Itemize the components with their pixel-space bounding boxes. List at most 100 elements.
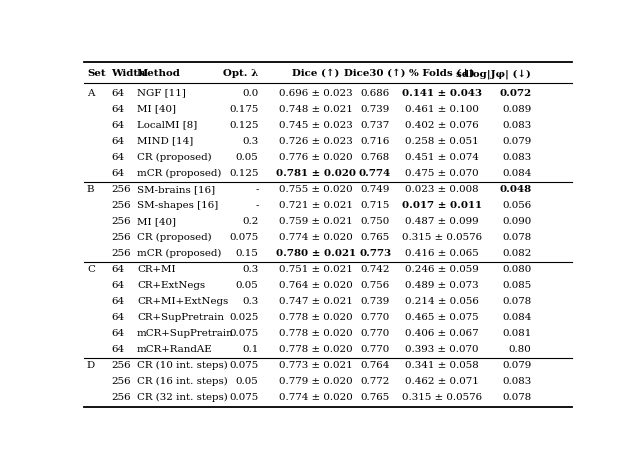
Text: CR (proposed): CR (proposed) xyxy=(137,233,212,242)
Text: 0.05: 0.05 xyxy=(236,377,259,386)
Text: sdlog|Jφ| (↓): sdlog|Jφ| (↓) xyxy=(456,69,531,79)
Text: 0.748 ± 0.021: 0.748 ± 0.021 xyxy=(278,105,353,114)
Text: 0.749: 0.749 xyxy=(360,185,390,194)
Text: 0.056: 0.056 xyxy=(502,201,531,210)
Text: Dice (↑): Dice (↑) xyxy=(292,69,339,78)
Text: -: - xyxy=(255,185,259,194)
Text: 0.475 ± 0.070: 0.475 ± 0.070 xyxy=(405,169,479,178)
Text: 0.15: 0.15 xyxy=(236,249,259,258)
Text: A: A xyxy=(87,88,94,98)
Text: Opt. λ: Opt. λ xyxy=(223,69,259,78)
Text: CR (10 int. steps): CR (10 int. steps) xyxy=(137,361,228,370)
Text: 0.774: 0.774 xyxy=(359,169,391,178)
Text: 0.776 ± 0.020: 0.776 ± 0.020 xyxy=(279,153,353,162)
Text: 256: 256 xyxy=(111,233,131,242)
Text: LocalMI [8]: LocalMI [8] xyxy=(137,121,197,130)
Text: 0.402 ± 0.076: 0.402 ± 0.076 xyxy=(405,121,479,130)
Text: 0.125: 0.125 xyxy=(229,121,259,130)
Text: 64: 64 xyxy=(111,313,124,322)
Text: 0.715: 0.715 xyxy=(360,201,390,210)
Text: 0.079: 0.079 xyxy=(502,361,531,370)
Text: 0.341 ± 0.058: 0.341 ± 0.058 xyxy=(405,361,479,370)
Text: MIND [14]: MIND [14] xyxy=(137,137,193,146)
Text: 0.089: 0.089 xyxy=(502,105,531,114)
Text: 0.3: 0.3 xyxy=(243,265,259,274)
Text: 0.750: 0.750 xyxy=(360,217,390,226)
Text: 0.781 ± 0.020: 0.781 ± 0.020 xyxy=(276,169,356,178)
Text: 0.759 ± 0.021: 0.759 ± 0.021 xyxy=(279,217,353,226)
Text: 0.765: 0.765 xyxy=(360,393,390,402)
Text: 0.726 ± 0.023: 0.726 ± 0.023 xyxy=(279,137,353,146)
Text: 256: 256 xyxy=(111,249,131,258)
Text: 64: 64 xyxy=(111,121,124,130)
Text: 64: 64 xyxy=(111,137,124,146)
Text: 0.085: 0.085 xyxy=(502,281,531,290)
Text: 0.078: 0.078 xyxy=(502,393,531,402)
Text: 0.090: 0.090 xyxy=(502,217,531,226)
Text: 64: 64 xyxy=(111,329,124,338)
Text: 0.80: 0.80 xyxy=(509,345,531,354)
Text: 0.393 ± 0.070: 0.393 ± 0.070 xyxy=(405,345,479,354)
Text: 0.315 ± 0.0576: 0.315 ± 0.0576 xyxy=(402,233,482,242)
Text: 0.764: 0.764 xyxy=(360,361,390,370)
Text: 0.125: 0.125 xyxy=(229,169,259,178)
Text: 0.214 ± 0.056: 0.214 ± 0.056 xyxy=(405,297,479,306)
Text: CR+SupPretrain: CR+SupPretrain xyxy=(137,313,224,322)
Text: B: B xyxy=(87,185,95,194)
Text: 0.084: 0.084 xyxy=(502,169,531,178)
Text: 0.696 ± 0.023: 0.696 ± 0.023 xyxy=(279,88,353,98)
Text: 0.416 ± 0.065: 0.416 ± 0.065 xyxy=(405,249,479,258)
Text: CR (proposed): CR (proposed) xyxy=(137,153,212,162)
Text: 0.023 ± 0.008: 0.023 ± 0.008 xyxy=(405,185,479,194)
Text: 0.048: 0.048 xyxy=(499,185,531,194)
Text: 0.084: 0.084 xyxy=(502,313,531,322)
Text: 64: 64 xyxy=(111,169,124,178)
Text: 0.258 ± 0.051: 0.258 ± 0.051 xyxy=(405,137,479,146)
Text: mCR+RandAE: mCR+RandAE xyxy=(137,345,212,354)
Text: 0.078: 0.078 xyxy=(502,233,531,242)
Text: 0.778 ± 0.020: 0.778 ± 0.020 xyxy=(279,345,353,354)
Text: Set: Set xyxy=(87,69,106,78)
Text: D: D xyxy=(87,361,95,370)
Text: 64: 64 xyxy=(111,345,124,354)
Text: -: - xyxy=(255,201,259,210)
Text: 0.770: 0.770 xyxy=(360,329,390,338)
Text: 0.465 ± 0.075: 0.465 ± 0.075 xyxy=(405,313,479,322)
Text: 0.141 ± 0.043: 0.141 ± 0.043 xyxy=(402,88,482,98)
Text: 0.406 ± 0.067: 0.406 ± 0.067 xyxy=(405,329,479,338)
Text: 0.246 ± 0.059: 0.246 ± 0.059 xyxy=(405,265,479,274)
Text: 256: 256 xyxy=(111,377,131,386)
Text: 0.768: 0.768 xyxy=(360,153,390,162)
Text: 0.082: 0.082 xyxy=(502,249,531,258)
Text: 0.742: 0.742 xyxy=(360,265,390,274)
Text: 0.764 ± 0.020: 0.764 ± 0.020 xyxy=(279,281,353,290)
Text: 64: 64 xyxy=(111,88,124,98)
Text: 64: 64 xyxy=(111,265,124,274)
Text: 0.05: 0.05 xyxy=(236,153,259,162)
Text: 0.083: 0.083 xyxy=(502,153,531,162)
Text: 64: 64 xyxy=(111,153,124,162)
Text: 0.175: 0.175 xyxy=(229,105,259,114)
Text: 0.451 ± 0.074: 0.451 ± 0.074 xyxy=(405,153,479,162)
Text: 0.462 ± 0.071: 0.462 ± 0.071 xyxy=(405,377,479,386)
Text: Width: Width xyxy=(111,69,146,78)
Text: 0.765: 0.765 xyxy=(360,233,390,242)
Text: 0.0: 0.0 xyxy=(243,88,259,98)
Text: Dice30 (↑): Dice30 (↑) xyxy=(344,69,406,78)
Text: 0.745 ± 0.023: 0.745 ± 0.023 xyxy=(279,121,353,130)
Text: 0.716: 0.716 xyxy=(360,137,390,146)
Text: 0.747 ± 0.021: 0.747 ± 0.021 xyxy=(278,297,353,306)
Text: SM-brains [16]: SM-brains [16] xyxy=(137,185,215,194)
Text: 0.774 ± 0.020: 0.774 ± 0.020 xyxy=(279,393,353,402)
Text: 0.770: 0.770 xyxy=(360,313,390,322)
Text: 0.083: 0.083 xyxy=(502,377,531,386)
Text: 0.081: 0.081 xyxy=(502,329,531,338)
Text: 64: 64 xyxy=(111,281,124,290)
Text: 0.017 ± 0.011: 0.017 ± 0.011 xyxy=(402,201,482,210)
Text: 0.778 ± 0.020: 0.778 ± 0.020 xyxy=(279,329,353,338)
Text: 0.721 ± 0.021: 0.721 ± 0.021 xyxy=(278,201,353,210)
Text: 256: 256 xyxy=(111,217,131,226)
Text: 0.751 ± 0.021: 0.751 ± 0.021 xyxy=(278,265,353,274)
Text: 256: 256 xyxy=(111,185,131,194)
Text: 0.778 ± 0.020: 0.778 ± 0.020 xyxy=(279,313,353,322)
